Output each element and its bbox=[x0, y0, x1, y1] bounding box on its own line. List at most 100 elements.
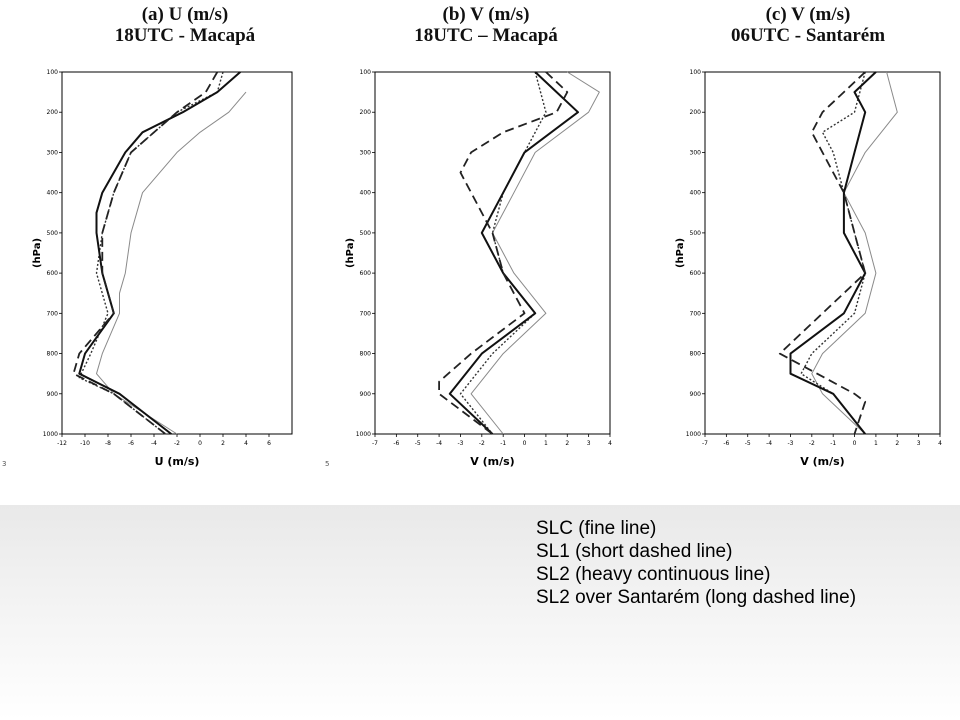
panel-a-x-axis-label: U (m/s) bbox=[155, 455, 200, 468]
panel-c-x-tick-label: -1 bbox=[830, 440, 836, 447]
panel-a-series-sl2-santarem-line bbox=[72, 71, 219, 435]
corner-mark-left: 3 bbox=[2, 460, 7, 468]
panel-a-x-tick-label: 4 bbox=[244, 440, 248, 447]
panel-a-x-tick-label: -2 bbox=[174, 440, 180, 447]
panel-c-y-tick-label: 900 bbox=[690, 391, 702, 398]
panel-c-y-tick-label: 800 bbox=[690, 351, 702, 358]
panel-a-x-tick-label: -12 bbox=[57, 440, 67, 447]
panel-c-x-tick-label: -7 bbox=[702, 440, 708, 447]
panel-b-y-tick-label: 500 bbox=[360, 230, 372, 237]
panel-b-subtitle: 18UTC – Macapá bbox=[414, 25, 558, 46]
panel-b-series-sl2-line bbox=[448, 71, 579, 435]
panel-c-subtitle: 06UTC - Santarém bbox=[730, 25, 886, 46]
panel-c-y-tick-label: 200 bbox=[690, 109, 702, 116]
panel-b-series-slc-line bbox=[470, 71, 600, 435]
panel-b-x-tick-label: 2 bbox=[565, 440, 569, 447]
panel-b-y-tick-label: 400 bbox=[360, 190, 372, 197]
panel-a-y-tick-label: 400 bbox=[47, 190, 59, 197]
panel-a-x-tick-label: -10 bbox=[80, 440, 90, 447]
panel-c-series-slc-line bbox=[811, 71, 898, 435]
panel-c-y-tick-label: 400 bbox=[690, 190, 702, 197]
panel-c-x-tick-label: -3 bbox=[787, 440, 793, 447]
panel-b-chart: -7 -6 -5 -4 -3 -2 -1 0 1 2 3 4 100 200 300 400 500 600 700… bbox=[345, 69, 612, 468]
panel-a-y-axis-label: (hPa) bbox=[32, 238, 43, 268]
panel-c-x-tick-label: 4 bbox=[938, 440, 942, 447]
corner-mark-middle: 5 bbox=[325, 460, 330, 468]
panel-b-x-tick-label: 1 bbox=[544, 440, 548, 447]
panel-b-y-tick-label: 300 bbox=[360, 149, 372, 156]
panel-b-y-tick-label: 900 bbox=[360, 391, 372, 398]
panel-a-series-sl1-line bbox=[78, 71, 224, 435]
panel-a-y-tick-label: 300 bbox=[47, 149, 59, 156]
panel-b-x-tick-label: 3 bbox=[587, 440, 591, 447]
legend: SLC (fine line) SL1 (short dashed line) … bbox=[536, 517, 856, 609]
panel-b-y-tick-label: 800 bbox=[360, 351, 372, 358]
panel-a-x-tick-label: -6 bbox=[128, 440, 134, 447]
panel-b-x-tick-label: -4 bbox=[436, 440, 442, 447]
panel-c-y-tick-label: 100 bbox=[690, 69, 702, 76]
panel-b-x-tick-label: -6 bbox=[393, 440, 399, 447]
panel-b-y-axis-label: (hPa) bbox=[345, 238, 356, 268]
panel-c-series-sl2-santarem-line bbox=[778, 71, 867, 435]
panel-c-y-tick-label: 500 bbox=[690, 230, 702, 237]
panel-b-x-tick-label: -3 bbox=[457, 440, 463, 447]
panel-a-y-tick-label: 600 bbox=[47, 270, 59, 277]
panel-a-y-tick-label: 800 bbox=[47, 351, 59, 358]
panel-a-y-tick-label: 900 bbox=[47, 391, 59, 398]
panel-b-x-tick-label: -2 bbox=[479, 440, 485, 447]
panel-c-y-tick-label: 700 bbox=[690, 310, 702, 317]
panel-c-x-tick-label: 2 bbox=[895, 440, 899, 447]
panel-a-chart: -12 -10 -8 -6 -4 -2 0 2 4 6 100 200 300 400 500 600 700 8… bbox=[32, 69, 293, 468]
panel-a-title-block: (a) U (m/s) 18UTC - Macapá bbox=[35, 4, 335, 46]
panel-c-y-tick-label: 1000 bbox=[686, 431, 701, 438]
panel-a-series-slc-line bbox=[96, 91, 247, 435]
panel-a-x-tick-label: 2 bbox=[221, 440, 225, 447]
panel-a-subtitle: 18UTC - Macapá bbox=[114, 25, 256, 46]
legend-item-sl2: SL2 (heavy continuous line) bbox=[536, 564, 771, 585]
panel-b-series-sl2-santarem-line bbox=[438, 71, 569, 435]
panel-a-y-tick-label: 200 bbox=[47, 109, 59, 116]
panel-a-y-tick-label: 700 bbox=[47, 310, 59, 317]
panel-b-series-sl1-line bbox=[459, 71, 547, 435]
panel-a-x-tick-label: -8 bbox=[105, 440, 111, 447]
panel-b-x-axis-label: V (m/s) bbox=[470, 455, 514, 468]
panel-b-y-tick-label: 600 bbox=[360, 270, 372, 277]
panel-c-title-block: (c) V (m/s) 06UTC - Santarém bbox=[658, 4, 958, 46]
panel-b-x-tick-label: -5 bbox=[415, 440, 421, 447]
panel-c-y-tick-label: 600 bbox=[690, 270, 702, 277]
panel-c-x-tick-label: -4 bbox=[766, 440, 772, 447]
panel-c-y-axis-label: (hPa) bbox=[675, 238, 686, 268]
panel-c-x-tick-label: 1 bbox=[874, 440, 878, 447]
panel-c-x-tick-label: 3 bbox=[917, 440, 921, 447]
panel-b-x-tick-label: 4 bbox=[608, 440, 612, 447]
panel-a-x-tick-label: -4 bbox=[151, 440, 157, 447]
panel-a-x-tick-label: 0 bbox=[198, 440, 202, 447]
legend-item-sl2-santarem: SL2 over Santarém (long dashed line) bbox=[536, 587, 857, 608]
panel-b-x-tick-label: 0 bbox=[523, 440, 527, 447]
panel-a-y-tick-label: 500 bbox=[47, 230, 59, 237]
panel-c-x-axis-label: V (m/s) bbox=[800, 455, 844, 468]
panel-a-x-tick-label: 6 bbox=[267, 440, 271, 447]
panel-c-series-sl2-line bbox=[789, 71, 877, 435]
panel-c-chart: -7 -6 -5 -4 -3 -2 -1 0 1 2 3 4 100 200 300 400 500 600 700… bbox=[675, 69, 942, 468]
panel-b-y-tick-label: 1000 bbox=[356, 431, 371, 438]
panel-a-y-tick-label: 100 bbox=[47, 69, 59, 76]
panel-c-plot-frame bbox=[704, 71, 941, 435]
panel-a-plot-frame bbox=[61, 71, 293, 435]
panel-b-title-block: (b) V (m/s) 18UTC – Macapá bbox=[336, 4, 636, 46]
panel-a-title: (a) U (m/s) bbox=[141, 4, 229, 25]
panel-c-x-tick-label: -5 bbox=[745, 440, 751, 447]
panel-b-y-tick-label: 200 bbox=[360, 109, 372, 116]
legend-background bbox=[0, 505, 960, 720]
panel-c-x-tick-label: -6 bbox=[723, 440, 729, 447]
panel-c-y-tick-label: 300 bbox=[690, 149, 702, 156]
panel-b-y-tick-label: 700 bbox=[360, 310, 372, 317]
panel-c-x-tick-label: -2 bbox=[809, 440, 815, 447]
panel-c-x-tick-label: 0 bbox=[853, 440, 857, 447]
panel-b-y-tick-label: 100 bbox=[360, 69, 372, 76]
panel-b-title: (b) V (m/s) bbox=[442, 4, 530, 25]
panel-c-series-sl1-line bbox=[800, 71, 866, 435]
panel-b-x-tick-label: -7 bbox=[372, 440, 378, 447]
panel-a-y-tick-label: 1000 bbox=[43, 431, 58, 438]
legend-item-sl1: SL1 (short dashed line) bbox=[536, 541, 733, 562]
